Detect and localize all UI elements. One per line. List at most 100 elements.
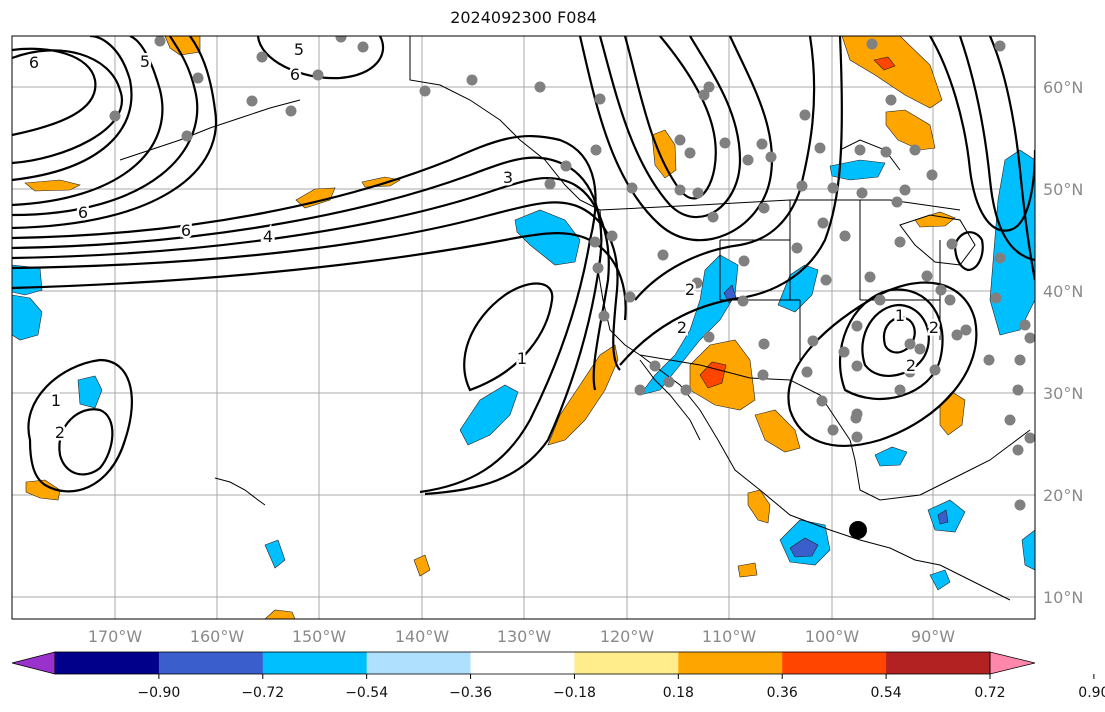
- contour-line: [12, 36, 199, 217]
- colorbar-segment: [158, 652, 264, 674]
- anomaly-region: [929, 569, 951, 591]
- contour-line: [619, 36, 843, 366]
- station-dot: [851, 431, 863, 443]
- station-dot: [684, 147, 696, 159]
- station-dot: [1012, 444, 1024, 456]
- contour-label: 3: [503, 168, 513, 187]
- station-dot: [590, 144, 602, 156]
- station-dot: [874, 294, 886, 306]
- anomaly-region: [459, 384, 519, 446]
- station-dot: [791, 242, 803, 254]
- colorbar-tick-label: −0.90: [137, 685, 180, 701]
- station-dot: [680, 384, 692, 396]
- station-dot: [827, 182, 839, 194]
- contour-line: [256, 36, 385, 80]
- station-dot: [742, 154, 754, 166]
- anomaly-region: [829, 159, 886, 181]
- anomaly-region: [1021, 529, 1035, 571]
- station-dot: [990, 292, 1002, 304]
- station-dot: [926, 169, 938, 181]
- station-dot: [285, 105, 297, 117]
- station-dot: [674, 184, 686, 196]
- lat-label: 20°N: [1043, 486, 1083, 505]
- contour-label: 1: [517, 349, 527, 368]
- station-dot: [851, 320, 863, 332]
- station-dot: [960, 324, 972, 336]
- station-dot: [894, 236, 906, 248]
- station-dot: [606, 230, 618, 242]
- station-dot: [944, 294, 956, 306]
- colorbar-segment: [678, 652, 783, 674]
- station-dot: [854, 144, 866, 156]
- anomaly-region: [361, 176, 401, 188]
- gulf-of-mexico-coast: [849, 429, 1031, 501]
- contour-label: 1: [895, 306, 905, 325]
- station-dot: [719, 137, 731, 149]
- station-dot: [738, 255, 750, 267]
- contour-label: 4: [263, 227, 273, 246]
- station-dot: [109, 110, 121, 122]
- contour-label: 6: [78, 203, 88, 222]
- contour-line: [861, 303, 930, 377]
- station-dot: [757, 369, 769, 381]
- latitude-labels: 60°N 50°N 40°N 30°N 20°N 10°N: [1043, 78, 1083, 607]
- station-dot: [1004, 414, 1016, 426]
- contour-line: [634, 36, 816, 301]
- contour-label: 5: [140, 52, 150, 71]
- station-dot: [1024, 332, 1035, 344]
- station-dot: [703, 81, 715, 93]
- station-dot: [796, 180, 808, 192]
- anomaly-region: [12, 264, 43, 296]
- contour-line: [929, 36, 1035, 232]
- station-dot: [885, 94, 897, 106]
- station-dot: [904, 338, 916, 350]
- lat-label: 50°N: [1043, 180, 1083, 199]
- contour-label: 2: [906, 356, 916, 375]
- colorbar-extend-high: [989, 651, 1036, 675]
- contour-line: [12, 36, 133, 182]
- station-dot: [698, 89, 710, 101]
- station-dot: [856, 187, 868, 199]
- lon-label: 100°W: [805, 627, 860, 646]
- contour-label: 6: [181, 221, 191, 240]
- station-dot: [246, 95, 258, 107]
- station-dot: [357, 41, 369, 53]
- station-dot: [935, 284, 947, 296]
- anomaly-region: [937, 509, 949, 525]
- colorbar-tick-label: 0.72: [974, 685, 1005, 701]
- contour-label: 2: [677, 318, 687, 337]
- station-dot: [807, 335, 819, 347]
- station-dot: [816, 395, 828, 407]
- station-dot: [691, 277, 703, 289]
- station-dot: [592, 262, 604, 274]
- anomaly-region: [77, 375, 103, 409]
- station-dot: [594, 93, 606, 105]
- colorbar-segment: [886, 652, 991, 674]
- anomaly-region: [874, 446, 908, 467]
- lat-label: 10°N: [1043, 588, 1083, 607]
- station-dot: [838, 346, 850, 358]
- contour-label: 2: [55, 423, 65, 442]
- colorbar-segment: [55, 652, 160, 674]
- contour-label: 2: [929, 318, 939, 337]
- contour-line: [463, 282, 554, 392]
- contour-line: [958, 36, 1035, 262]
- plot-frame: [11, 35, 1036, 620]
- contour-line: [12, 232, 627, 321]
- station-dot: [707, 211, 719, 223]
- location-marker: [849, 521, 867, 539]
- station-dot: [758, 202, 770, 214]
- longitude-labels: 170°W 160°W 150°W 140°W 130°W 120°W 110°W 100°W…: [88, 627, 955, 646]
- gridlines: [12, 36, 1035, 619]
- anomaly-region: [699, 361, 727, 389]
- lat-label: 60°N: [1043, 78, 1083, 97]
- contour-line: [12, 201, 621, 371]
- station-dot: [560, 160, 572, 172]
- anomaly-region: [873, 56, 896, 71]
- lon-label: 110°W: [702, 627, 757, 646]
- lon-label: 170°W: [88, 627, 143, 646]
- colorbar-tick-label: 0.54: [871, 685, 902, 701]
- station-dot: [814, 142, 826, 154]
- station-dot: [256, 51, 268, 63]
- station-dot: [466, 74, 478, 86]
